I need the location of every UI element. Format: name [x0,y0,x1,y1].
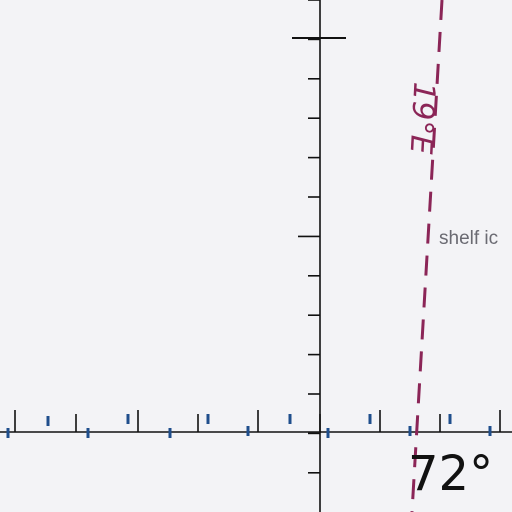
horizontal-axis-ticks [14,410,501,432]
meridian-line[interactable] [410,0,444,512]
blue-ticks [6,414,492,438]
meridian-label: 19°E [403,81,442,155]
latitude-label: 72° [408,446,493,502]
vertical-axis-ticks [298,0,320,474]
feature-label: shelf ic [439,228,498,249]
